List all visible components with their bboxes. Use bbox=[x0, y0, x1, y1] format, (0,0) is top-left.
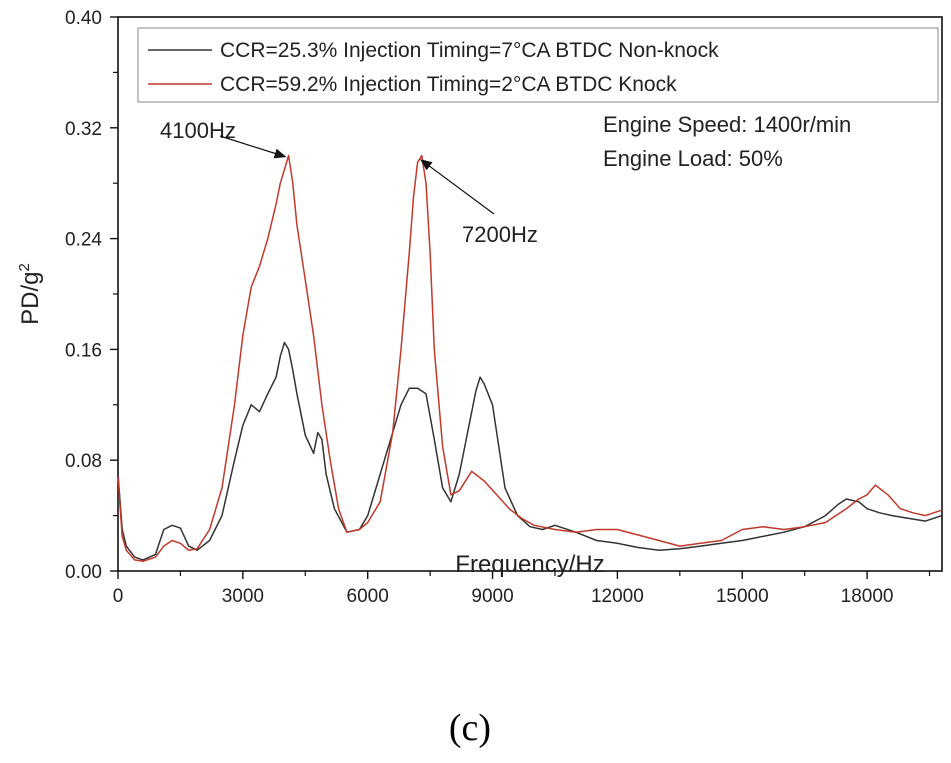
x-tick-label: 9000 bbox=[471, 586, 513, 607]
peak-arrow-4100hz bbox=[219, 135, 287, 159]
engine-load-label: Engine Load: 50% bbox=[603, 146, 783, 171]
y-axis-title-sup: 2 bbox=[16, 263, 33, 271]
engine-speed-label: Engine Speed: 1400r/min bbox=[603, 112, 851, 137]
x-tick-label: 18000 bbox=[841, 586, 894, 607]
x-tick-label: 12000 bbox=[591, 586, 644, 607]
axis-ticks: 0 3000 6000 9000 12000 15000 18000 0.00 0.08 0.16… bbox=[65, 8, 931, 607]
series-layer bbox=[117, 154, 943, 563]
y-tick-label: 0.00 bbox=[65, 562, 102, 583]
peak-label-7200hz: 7200Hz bbox=[462, 222, 538, 247]
peak-label-4100hz: 4100Hz bbox=[160, 118, 236, 143]
peak-arrow-7200hz bbox=[419, 159, 495, 215]
legend-label-knock: CCR=59.2% Injection Timing=2°CA BTDC Kno… bbox=[220, 73, 677, 96]
y-axis-title: PD/g2 bbox=[16, 263, 44, 325]
x-axis-title: Frequency/Hz bbox=[455, 551, 604, 578]
x-tick-label: 15000 bbox=[716, 586, 769, 607]
series-line-knock bbox=[117, 154, 943, 563]
x-tick-label: 3000 bbox=[222, 586, 264, 607]
legend-box bbox=[137, 27, 939, 103]
figure-caption: (c) bbox=[449, 707, 491, 749]
y-tick-label: 0.16 bbox=[65, 340, 102, 361]
legend: CCR=25.3% Injection Timing=7°CA BTDC Non… bbox=[137, 27, 939, 103]
legend-label-non-knock: CCR=25.3% Injection Timing=7°CA BTDC Non… bbox=[220, 39, 719, 62]
y-axis-title-base: PD/g bbox=[17, 271, 44, 324]
y-tick-label: 0.40 bbox=[65, 8, 102, 29]
x-tick-label: 6000 bbox=[347, 586, 389, 607]
y-tick-label: 0.32 bbox=[65, 119, 102, 140]
y-tick-label: 0.08 bbox=[65, 451, 102, 472]
y-tick-label: 0.24 bbox=[65, 230, 102, 251]
x-tick-label: 0 bbox=[113, 586, 124, 607]
series-line-non-knock bbox=[117, 341, 943, 561]
